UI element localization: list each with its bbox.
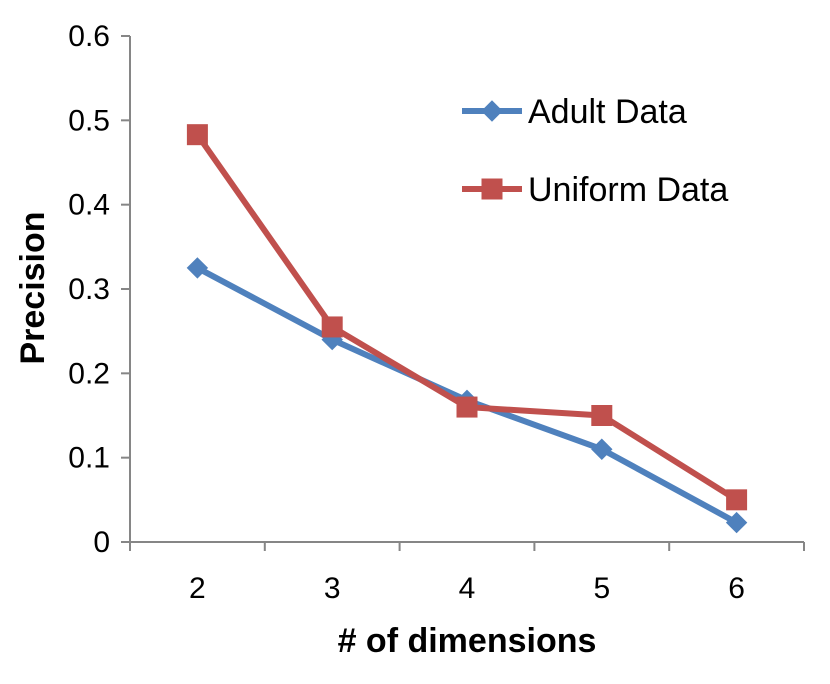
series-uniform-data: [186, 124, 748, 511]
legend-item-adult-data: Adult Data: [462, 93, 687, 131]
data-point-adult-data: [186, 257, 209, 279]
legend-marker-adult-data: [481, 100, 503, 122]
x-tick-label: 5: [593, 572, 610, 605]
x-tick-label: 6: [728, 572, 745, 605]
y-tick-label: 0.4: [68, 189, 110, 222]
y-tick-label: 0.5: [68, 104, 110, 137]
legend: Adult Data Uniform Data: [462, 93, 728, 209]
legend-item-uniform-data: Uniform Data: [462, 171, 728, 209]
x-tick-label: 4: [459, 572, 476, 605]
x-tick-label: 3: [324, 572, 341, 605]
data-point-uniform-data: [186, 124, 208, 146]
y-tick-label: 0.1: [68, 442, 110, 475]
y-axis-title: Precision: [14, 211, 52, 364]
data-point-adult-data: [591, 438, 613, 460]
data-point-adult-data: [725, 511, 748, 534]
series-adult-data: [186, 257, 748, 534]
data-point-uniform-data: [456, 396, 478, 418]
legend-label-adult-data: Adult Data: [528, 93, 687, 131]
series-layer: [186, 124, 748, 534]
data-point-uniform-data: [321, 316, 343, 338]
legend-marker-uniform-data: [481, 178, 503, 200]
data-point-uniform-data: [591, 405, 613, 426]
y-tick-label: 0.3: [68, 273, 110, 306]
axes: 0 0.1 0.2 0.3 0.4 0.5 0.6 2 3 4 5 6: [68, 20, 805, 605]
legend-label-uniform-data: Uniform Data: [528, 171, 728, 209]
y-tick-label: 0.6: [68, 20, 110, 53]
x-axis-title: # of dimensions: [338, 622, 597, 660]
y-tick-label: 0: [93, 526, 110, 559]
data-point-uniform-data: [726, 489, 748, 511]
x-tick-label: 2: [189, 572, 206, 605]
y-tick-label: 0.2: [68, 357, 110, 390]
